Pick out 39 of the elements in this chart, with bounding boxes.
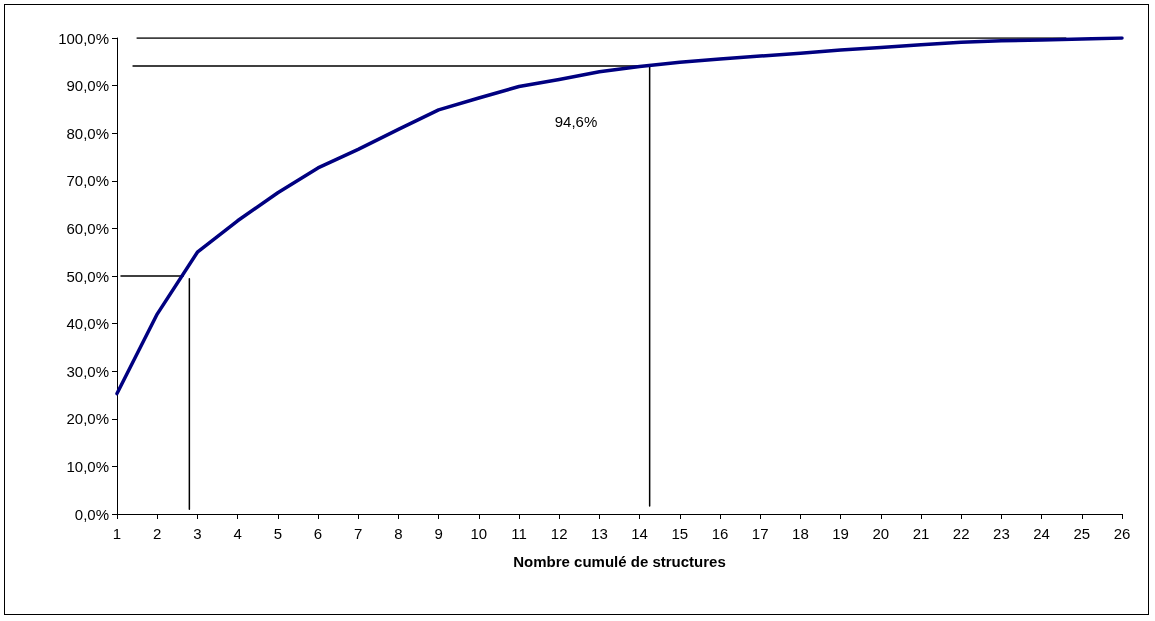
- x-tick-label: 4: [233, 525, 242, 542]
- x-tick-label: 5: [273, 525, 282, 542]
- x-tick-label: 9: [434, 525, 443, 542]
- y-tick-label: 30,0%: [66, 362, 109, 380]
- y-tick-label: 80,0%: [66, 124, 109, 142]
- x-tick-label: 15: [671, 525, 689, 542]
- y-tick-label: 10,0%: [66, 457, 109, 475]
- y-tick-label: 60,0%: [66, 219, 109, 237]
- x-tick-label: 3: [193, 525, 202, 542]
- y-tick-label: 100,0%: [58, 29, 109, 47]
- x-tick-label: 8: [394, 525, 403, 542]
- x-tick-label: 21: [912, 525, 930, 542]
- x-tick-label: 11: [511, 525, 527, 542]
- x-tick-label: 17: [751, 525, 769, 542]
- x-tick-label: 14: [631, 525, 648, 542]
- x-tick-label: 18: [792, 525, 809, 542]
- x-tick-label: 7: [354, 525, 363, 542]
- y-tick-label: 20,0%: [66, 410, 109, 428]
- y-tick-label: 90,0%: [66, 77, 109, 95]
- x-tick-label: 13: [591, 525, 608, 542]
- x-tick-label: 25: [1073, 525, 1091, 542]
- x-tick-label: 19: [832, 525, 849, 542]
- y-tick-label: 50,0%: [66, 267, 109, 285]
- x-tick-label: 24: [1033, 525, 1050, 542]
- annotation: 94,6%: [554, 112, 598, 130]
- x-tick-label: 1: [112, 525, 122, 542]
- x-tick-label: 20: [872, 525, 890, 542]
- x-tick-label: 16: [711, 525, 729, 542]
- x-tick-label: 22: [952, 525, 970, 542]
- x-tick-label: 23: [993, 525, 1010, 542]
- y-tick-label: 0,0%: [74, 505, 109, 523]
- x-axis-title: Nombre cumulé de structures: [513, 553, 726, 570]
- y-tick-label: 40,0%: [66, 315, 109, 333]
- y-tick-label: 70,0%: [66, 172, 109, 190]
- x-tick-label: 6: [313, 525, 323, 542]
- x-tick-label: 10: [470, 525, 488, 542]
- x-tick-label: 26: [1113, 525, 1131, 542]
- x-tick-label: 12: [550, 525, 568, 542]
- x-tick-label: 2: [153, 525, 162, 542]
